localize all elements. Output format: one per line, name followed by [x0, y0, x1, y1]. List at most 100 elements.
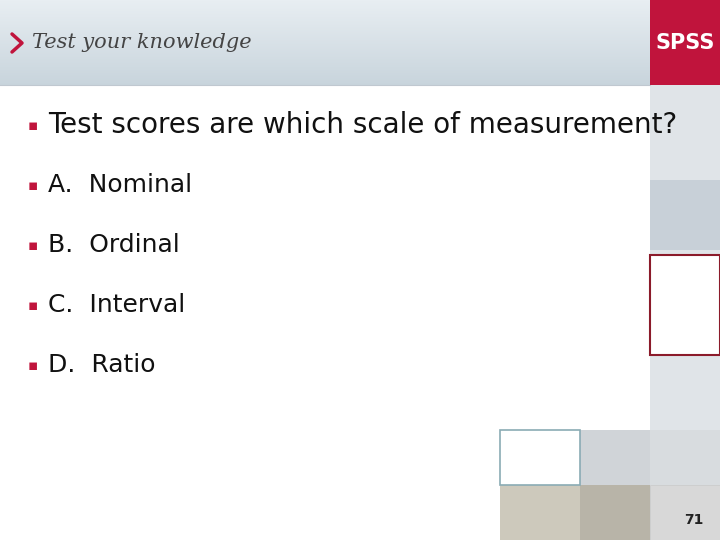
Bar: [0, 79, 650, 80]
Bar: [0, 22, 650, 23]
Bar: [0, 4, 650, 5]
Text: B.  Ordinal: B. Ordinal: [48, 233, 180, 257]
Bar: [0, 35, 650, 36]
Bar: [0, 80, 650, 81]
Bar: [0, 74, 650, 75]
Bar: [0, 5, 650, 6]
Bar: [0, 0, 650, 1]
Bar: [0, 32, 650, 33]
Text: 71: 71: [684, 513, 703, 527]
Text: A.  Nominal: A. Nominal: [48, 173, 192, 197]
Bar: [0, 37, 650, 38]
Bar: [500, 430, 580, 485]
Bar: [0, 10, 650, 11]
Bar: [650, 485, 720, 540]
Bar: [0, 73, 650, 74]
Bar: [0, 50, 650, 51]
Text: SPSS: SPSS: [655, 33, 715, 53]
Bar: [650, 0, 720, 540]
Bar: [0, 42, 650, 43]
Bar: [0, 66, 650, 67]
Bar: [0, 46, 650, 47]
Text: ▪: ▪: [28, 238, 38, 253]
Bar: [0, 72, 650, 73]
Text: ▪: ▪: [28, 298, 38, 313]
Bar: [0, 65, 650, 66]
Text: Test scores are which scale of measurement?: Test scores are which scale of measureme…: [48, 111, 678, 139]
Bar: [0, 67, 650, 68]
Bar: [0, 45, 650, 46]
Bar: [0, 24, 650, 25]
Bar: [580, 485, 650, 540]
Bar: [0, 31, 650, 32]
Bar: [0, 61, 650, 62]
Bar: [0, 21, 650, 22]
Bar: [0, 64, 650, 65]
Bar: [0, 20, 650, 21]
Bar: [650, 0, 720, 85]
Bar: [0, 59, 650, 60]
Bar: [0, 70, 650, 71]
Bar: [0, 44, 650, 45]
Bar: [500, 485, 580, 540]
Bar: [0, 49, 650, 50]
Bar: [0, 55, 650, 56]
Bar: [0, 23, 650, 24]
Bar: [0, 7, 650, 8]
Bar: [0, 12, 650, 13]
Bar: [0, 83, 650, 84]
Bar: [650, 180, 720, 250]
Bar: [0, 54, 650, 55]
Bar: [0, 28, 650, 29]
Bar: [0, 76, 650, 77]
Bar: [0, 51, 650, 52]
Text: ▪: ▪: [28, 178, 38, 192]
Bar: [0, 15, 650, 16]
Bar: [0, 11, 650, 12]
Bar: [0, 39, 650, 40]
Bar: [0, 33, 650, 34]
Bar: [0, 69, 650, 70]
Bar: [0, 43, 650, 44]
Bar: [0, 27, 650, 28]
Bar: [0, 78, 650, 79]
Bar: [0, 1, 650, 2]
Bar: [0, 71, 650, 72]
Bar: [0, 34, 650, 35]
Text: ▪: ▪: [28, 357, 38, 373]
Text: D.  Ratio: D. Ratio: [48, 353, 156, 377]
Bar: [0, 48, 650, 49]
Bar: [0, 6, 650, 7]
Bar: [0, 29, 650, 30]
Bar: [0, 2, 650, 3]
Bar: [0, 9, 650, 10]
Bar: [0, 60, 650, 61]
Bar: [0, 63, 650, 64]
Bar: [0, 40, 650, 41]
Bar: [0, 38, 650, 39]
Bar: [0, 85, 650, 540]
Text: ▪: ▪: [28, 118, 38, 132]
Text: Test your knowledge: Test your knowledge: [32, 33, 251, 52]
Bar: [0, 16, 650, 17]
Bar: [0, 52, 650, 53]
Bar: [0, 13, 650, 14]
Bar: [650, 430, 720, 485]
Bar: [0, 41, 650, 42]
Bar: [0, 62, 650, 63]
Bar: [0, 36, 650, 37]
Bar: [0, 47, 650, 48]
Bar: [0, 18, 650, 19]
Bar: [0, 25, 650, 26]
Bar: [650, 255, 720, 355]
Bar: [0, 77, 650, 78]
Bar: [0, 17, 650, 18]
Bar: [0, 57, 650, 58]
Bar: [0, 75, 650, 76]
Bar: [0, 81, 650, 82]
Bar: [0, 82, 650, 83]
Bar: [0, 53, 650, 54]
Bar: [0, 14, 650, 15]
Bar: [0, 30, 650, 31]
Bar: [0, 84, 650, 85]
